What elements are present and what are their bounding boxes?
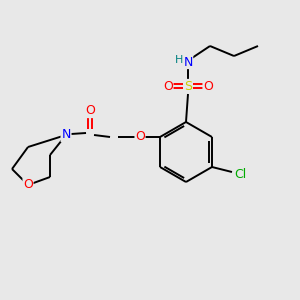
- Text: N: N: [61, 128, 71, 142]
- Text: N: N: [183, 56, 193, 68]
- Text: Cl: Cl: [234, 169, 246, 182]
- Text: O: O: [23, 178, 33, 191]
- Text: O: O: [135, 130, 145, 143]
- Text: O: O: [163, 80, 173, 92]
- Text: O: O: [85, 104, 95, 118]
- Text: O: O: [203, 80, 213, 92]
- Text: H: H: [175, 55, 183, 65]
- Text: N: N: [61, 128, 71, 142]
- Text: S: S: [184, 80, 192, 92]
